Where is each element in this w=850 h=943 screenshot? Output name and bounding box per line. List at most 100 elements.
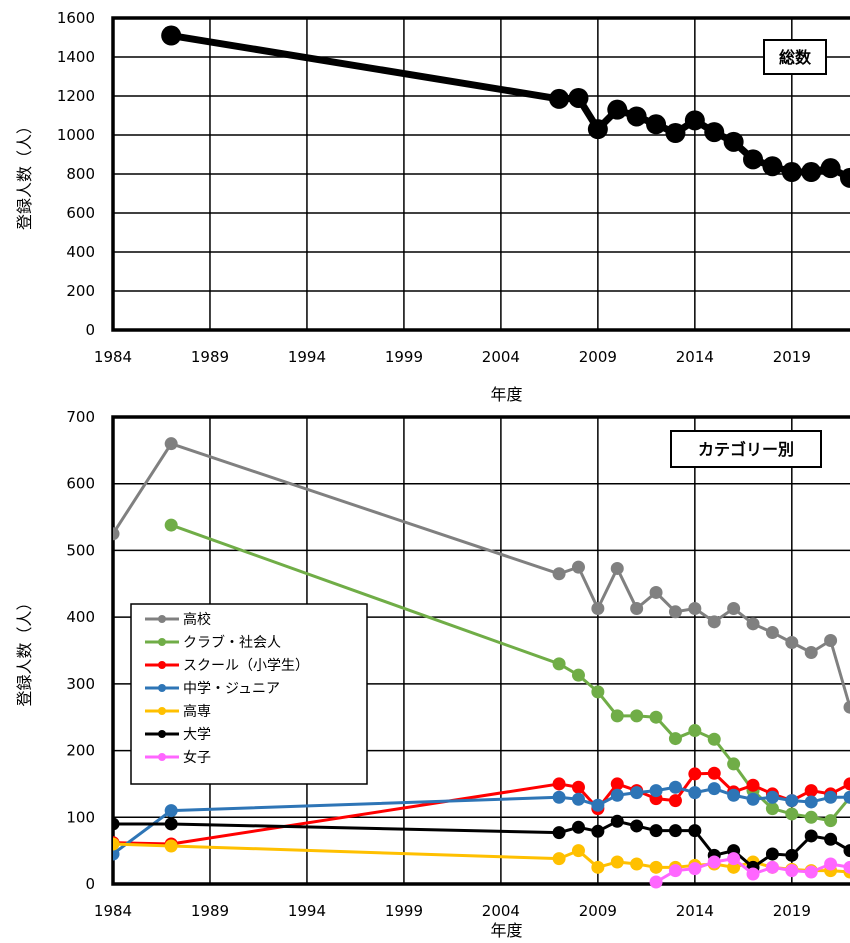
legend-swatch-marker bbox=[158, 615, 166, 623]
data-point bbox=[630, 857, 644, 871]
data-point bbox=[746, 617, 760, 631]
data-point bbox=[707, 855, 721, 869]
legend-label: 中学・ジュニア bbox=[183, 681, 280, 697]
legend-swatch-marker bbox=[158, 684, 166, 692]
x-tick-label: 1999 bbox=[385, 348, 423, 366]
data-point bbox=[552, 790, 566, 804]
data-point bbox=[785, 864, 799, 878]
data-point bbox=[113, 527, 120, 541]
data-point bbox=[762, 156, 783, 177]
data-point bbox=[843, 700, 850, 714]
chart-panel-1: 0 100 200 300 400 500 600 700 1984 1989 1994 1999 20… bbox=[15, 408, 850, 940]
x-tick-label: 1994 bbox=[288, 902, 326, 920]
data-point bbox=[646, 114, 667, 135]
data-point bbox=[746, 778, 760, 792]
data-point bbox=[626, 106, 647, 127]
data-point bbox=[801, 162, 822, 183]
data-point bbox=[824, 832, 838, 846]
data-point bbox=[824, 857, 838, 871]
data-point bbox=[843, 777, 850, 791]
data-point bbox=[785, 794, 799, 808]
data-point bbox=[571, 780, 585, 794]
data-point bbox=[843, 844, 850, 858]
y-tick-label: 1000 bbox=[57, 126, 95, 144]
data-point bbox=[591, 798, 605, 812]
legend-label: スクール（小学生） bbox=[183, 658, 309, 674]
data-point bbox=[804, 646, 818, 660]
legend-swatch-marker bbox=[158, 638, 166, 646]
title-badge bbox=[763, 39, 827, 75]
y-tick-label: 600 bbox=[66, 475, 95, 493]
data-point bbox=[571, 820, 585, 834]
data-point bbox=[688, 767, 702, 781]
x-tick-label: 2009 bbox=[579, 902, 617, 920]
data-point bbox=[113, 837, 120, 851]
data-point bbox=[610, 561, 624, 575]
data-point bbox=[552, 657, 566, 671]
data-point bbox=[824, 633, 838, 647]
y-tick-label: 500 bbox=[66, 541, 95, 559]
data-point bbox=[571, 560, 585, 574]
data-point bbox=[571, 792, 585, 806]
data-point bbox=[824, 814, 838, 828]
data-point bbox=[785, 848, 799, 862]
data-point bbox=[591, 824, 605, 838]
y-tick-label: 1200 bbox=[57, 87, 95, 105]
y-tick-label: 400 bbox=[66, 243, 95, 261]
data-point bbox=[610, 814, 624, 828]
data-point bbox=[164, 839, 178, 853]
data-point bbox=[649, 585, 663, 599]
data-point bbox=[649, 875, 663, 889]
x-tick-label: 2014 bbox=[676, 902, 714, 920]
x-tick-label: 2019 bbox=[773, 348, 811, 366]
data-point bbox=[707, 732, 721, 746]
legend-swatch-marker bbox=[158, 661, 166, 669]
data-point bbox=[688, 862, 702, 876]
data-point bbox=[571, 844, 585, 858]
data-point bbox=[591, 685, 605, 699]
data-point bbox=[707, 615, 721, 629]
legend-box bbox=[130, 603, 368, 785]
data-point bbox=[668, 605, 682, 619]
data-point bbox=[164, 804, 178, 818]
data-point bbox=[649, 824, 663, 838]
data-point bbox=[688, 786, 702, 800]
data-point bbox=[630, 786, 644, 800]
data-point bbox=[549, 88, 570, 109]
data-point bbox=[707, 766, 721, 780]
x-tick-label: 2009 bbox=[579, 348, 617, 366]
data-point bbox=[688, 601, 702, 615]
data-point bbox=[727, 788, 741, 802]
y-tick-label: 0 bbox=[85, 321, 95, 339]
data-point bbox=[804, 795, 818, 809]
x-tick-label: 1994 bbox=[288, 348, 326, 366]
data-point bbox=[630, 709, 644, 723]
x-axis-title: 年度 bbox=[490, 921, 522, 940]
data-point bbox=[552, 852, 566, 866]
data-point bbox=[607, 99, 628, 120]
x-tick-label: 1984 bbox=[94, 348, 132, 366]
data-point bbox=[727, 757, 741, 771]
x-tick-label: 1989 bbox=[191, 348, 229, 366]
y-tick-label: 700 bbox=[66, 408, 95, 426]
data-point bbox=[552, 826, 566, 840]
data-point bbox=[843, 860, 850, 874]
data-point bbox=[785, 807, 799, 821]
series-group bbox=[161, 25, 850, 188]
legend-label: 女子 bbox=[183, 749, 211, 766]
data-point bbox=[765, 790, 779, 804]
data-point bbox=[610, 777, 624, 791]
data-point bbox=[820, 158, 841, 179]
data-point bbox=[568, 87, 589, 108]
data-point bbox=[587, 119, 608, 140]
chart-title: 総数 bbox=[779, 48, 812, 67]
data-point bbox=[804, 865, 818, 879]
data-point bbox=[668, 794, 682, 808]
data-point bbox=[804, 810, 818, 824]
x-tick-label: 1989 bbox=[191, 902, 229, 920]
data-point bbox=[781, 162, 802, 183]
x-tick-label: 2004 bbox=[482, 348, 520, 366]
data-point bbox=[765, 847, 779, 861]
legend-label: 大学 bbox=[183, 727, 211, 743]
